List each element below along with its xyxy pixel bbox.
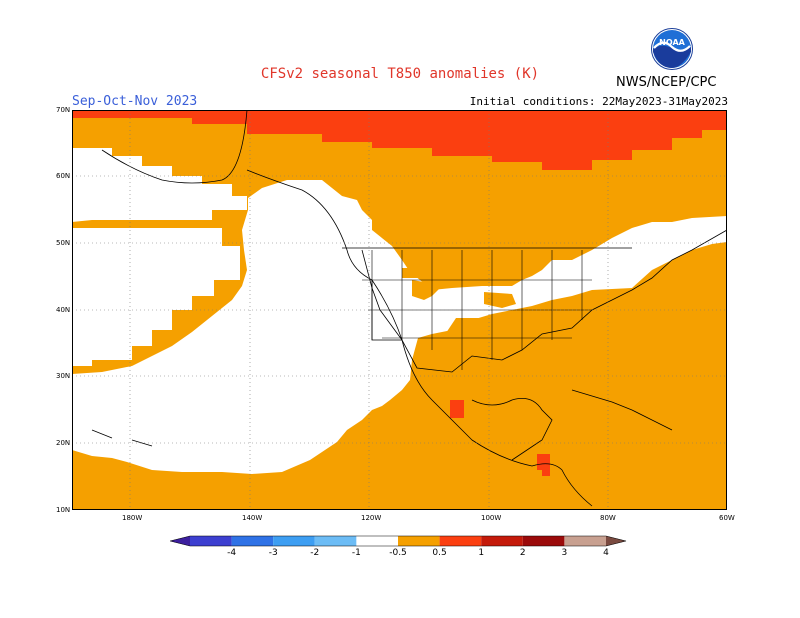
gridlines <box>72 110 727 510</box>
lon-label-60w: 60W <box>719 514 735 522</box>
colorbar-swatch <box>439 536 482 546</box>
lon-label-80w: 80W <box>600 514 616 522</box>
colorbar-label: -1 <box>351 548 361 558</box>
colorbar-label: 1 <box>478 548 485 558</box>
initial-conditions-label: Initial conditions: 22May2023-31May2023 <box>469 95 728 108</box>
colorbar-swatch <box>190 536 232 546</box>
colorbar-swatch <box>606 536 626 546</box>
colorbar-label: 2 <box>519 548 526 558</box>
anomaly-1-2-region <box>72 110 727 170</box>
noaa-logo-icon: NOAA <box>651 28 693 70</box>
colorbar-swatch <box>522 536 565 546</box>
org-label: NWS/NCEP/CPC <box>616 75 717 90</box>
chart-title: CFSv2 seasonal T850 anomalies (K) <box>260 66 540 82</box>
colorbar-swatch <box>314 536 357 546</box>
colorbar-swatch <box>481 536 523 546</box>
lat-label-30n: 30N <box>56 372 71 380</box>
lon-label-180w: 180W <box>122 514 143 522</box>
anomaly-map <box>72 110 727 510</box>
colorbar-swatch <box>170 536 190 546</box>
season-label: Sep-Oct-Nov 2023 <box>72 94 198 109</box>
colorbar-swatch <box>398 536 440 546</box>
logo-text: NOAA <box>659 38 685 47</box>
colorbar-swatch <box>273 536 315 546</box>
lon-label-120w: 120W <box>361 514 382 522</box>
colorbar-label: -4 <box>227 548 237 558</box>
colorbar <box>170 535 627 547</box>
colorbar-swatch <box>564 536 606 546</box>
neutral-region-alaska <box>72 148 247 222</box>
colorbar-label: -3 <box>268 548 278 558</box>
lat-label-20n: 20N <box>56 439 71 447</box>
anomaly-1-2-patch-mexico <box>450 400 464 418</box>
coastlines <box>91 110 727 507</box>
colorbar-label: 3 <box>561 548 568 558</box>
lat-label-10n: 10N <box>56 506 71 514</box>
lon-label-100w: 100W <box>481 514 502 522</box>
lat-label-50n: 50N <box>56 239 71 247</box>
lat-label-60n: 60N <box>56 172 71 180</box>
colorbar-label: 4 <box>603 548 609 558</box>
colorbar-swatch <box>231 536 274 546</box>
colorbar-label: -0.5 <box>389 548 407 558</box>
lat-label-40n: 40N <box>56 306 71 314</box>
anomaly-0.5-1-region-interior <box>402 268 516 362</box>
anomaly-1-2-patch-central-america <box>537 454 550 476</box>
map-frame <box>72 110 727 510</box>
colorbar-label: -2 <box>310 548 320 558</box>
lon-label-140w: 140W <box>242 514 263 522</box>
neutral-region-pacific <box>72 180 727 474</box>
map-canvas <box>72 110 727 510</box>
colorbar-label: 0.5 <box>432 548 447 558</box>
lat-label-70n: 70N <box>56 106 71 114</box>
colorbar-swatch <box>356 536 398 546</box>
